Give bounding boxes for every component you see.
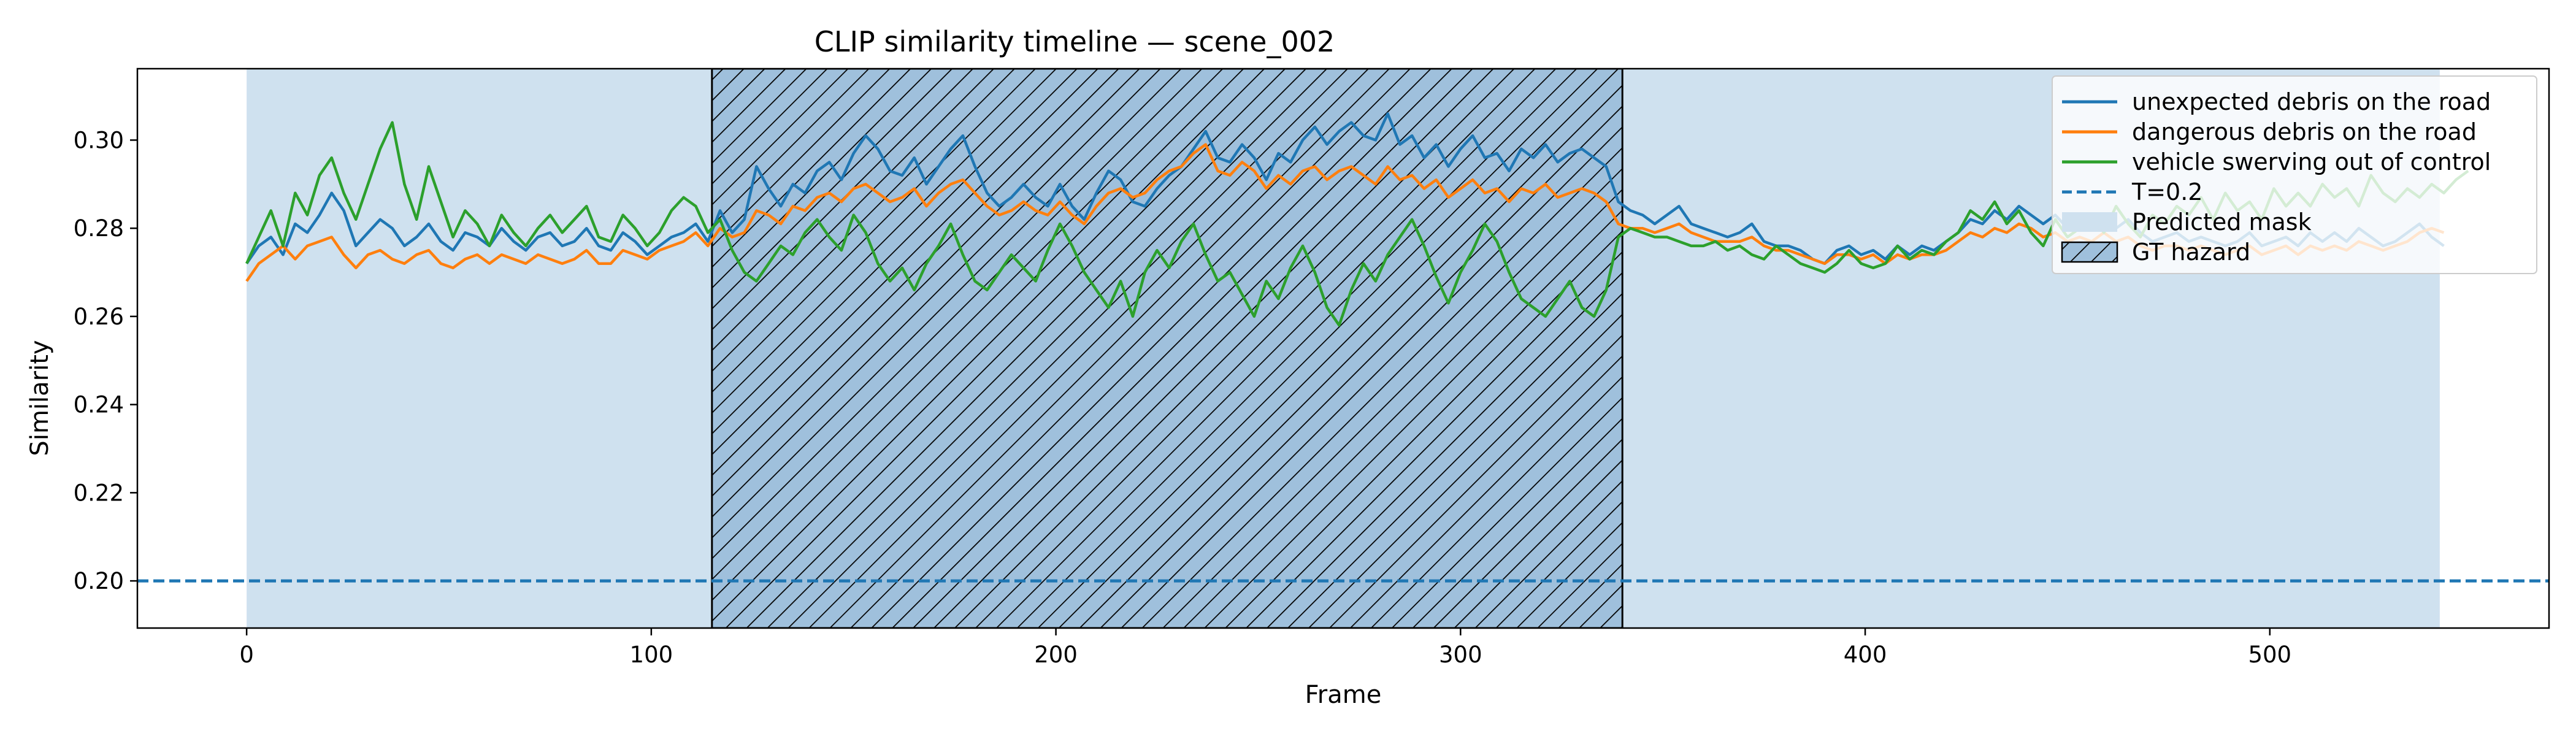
legend-label: dangerous debris on the road: [2132, 118, 2477, 145]
legend-label: GT hazard: [2132, 239, 2250, 266]
legend-swatch: [2062, 212, 2117, 232]
y-axis-label: Similarity: [26, 340, 54, 456]
x-tick-label: 0: [239, 642, 254, 668]
legend-label: Predicted mask: [2132, 209, 2312, 236]
legend-box: [2052, 75, 2537, 274]
legend-item: unexpected debris on the road: [2062, 88, 2491, 115]
legend-item: vehicle swerving out of control: [2062, 148, 2491, 175]
x-tick-label: 100: [630, 642, 673, 668]
legend-item: GT hazard: [2061, 239, 2250, 266]
x-tick-label: 400: [1844, 642, 1887, 668]
y-tick-label: 0.28: [74, 215, 124, 242]
legend-item: Predicted mask: [2062, 209, 2312, 236]
y-tick-label: 0.30: [74, 127, 124, 153]
x-tick-label: 200: [1034, 642, 1078, 668]
legend-item: T=0.2: [2062, 178, 2202, 205]
gt-hazard-hatch: [711, 69, 1623, 628]
legend-label: vehicle swerving out of control: [2132, 148, 2491, 175]
plot-frame: [136, 67, 2550, 629]
x-tick-label: 500: [2248, 642, 2291, 668]
y-axis: 0.20 0.22 0.24 0.26 0.28 0.30: [74, 127, 137, 594]
y-tick-label: 0.24: [74, 392, 124, 418]
x-tick-label: 300: [1439, 642, 1482, 668]
y-tick-label: 0.20: [74, 568, 124, 594]
x-axis-label: Frame: [1305, 681, 1382, 709]
legend-item: dangerous debris on the road: [2062, 118, 2477, 145]
chart-title: CLIP similarity timeline — scene_002: [815, 25, 1335, 58]
x-axis: 0 100 200 300 400 500: [239, 628, 2291, 668]
legend-swatch-hatch: [2061, 241, 2118, 263]
y-tick-label: 0.26: [74, 304, 124, 330]
y-tick-label: 0.22: [74, 480, 124, 506]
legend: unexpected debris on the road dangerous d…: [2052, 75, 2537, 274]
legend-label: unexpected debris on the road: [2132, 88, 2491, 115]
legend-label: T=0.2: [2131, 178, 2202, 205]
